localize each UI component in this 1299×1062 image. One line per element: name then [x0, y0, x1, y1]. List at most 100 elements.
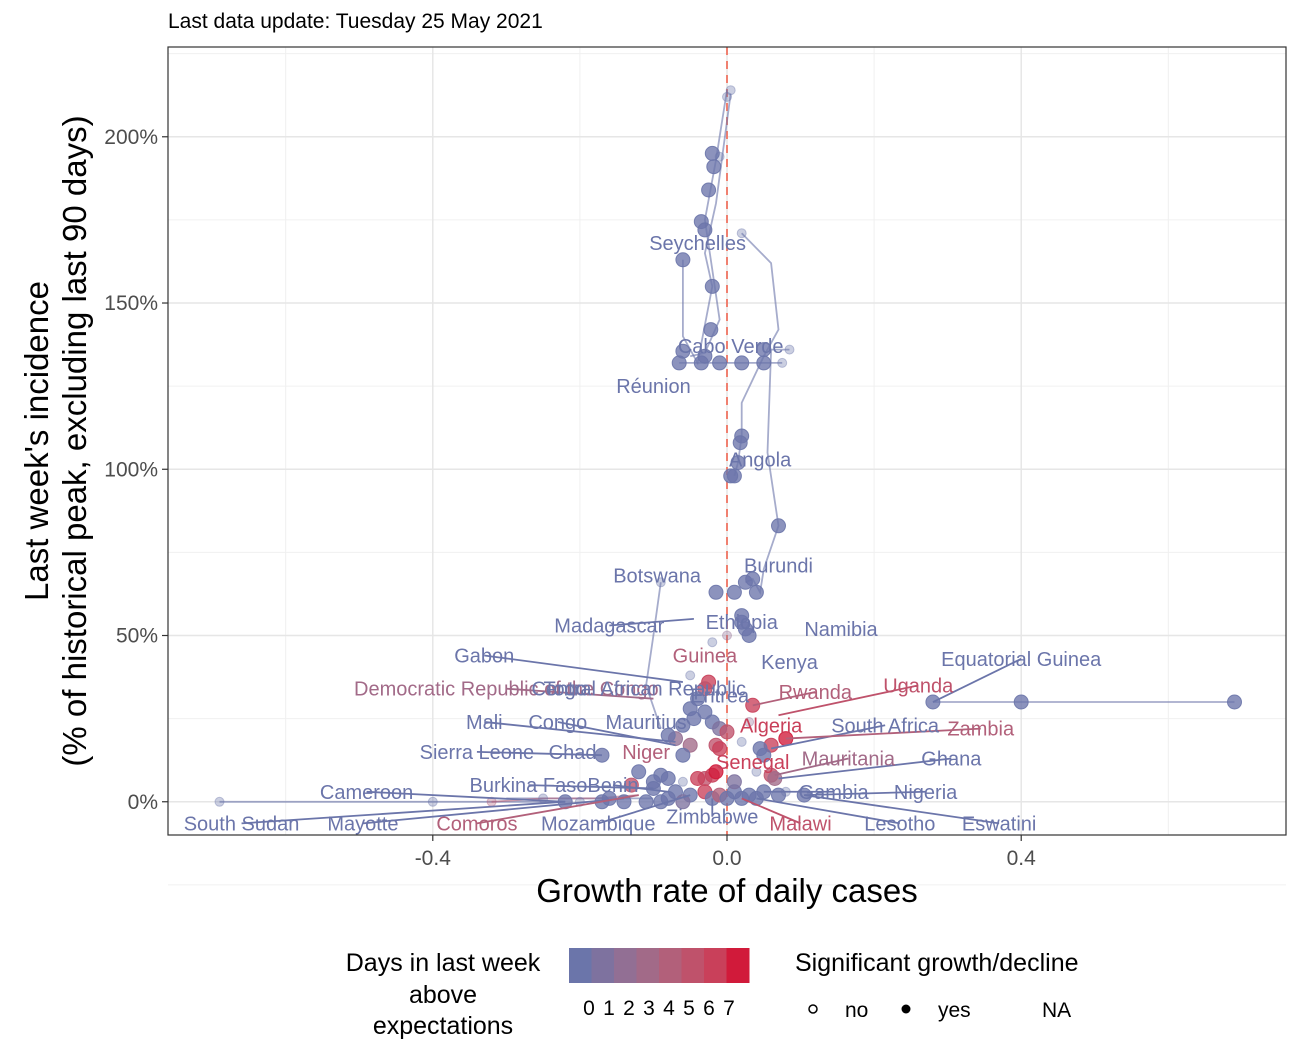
country-label: Mali [466, 712, 503, 734]
color-legend-title-line1: Days in last week [346, 949, 541, 977]
color-legend-swatch [569, 948, 592, 983]
leader-line [785, 727, 981, 740]
y-tick-label: 50% [116, 625, 158, 648]
data-point [703, 322, 719, 338]
color-legend-value: 4 [663, 997, 675, 1020]
leader-line [804, 794, 1000, 825]
data-point [690, 771, 706, 786]
leader-line [612, 784, 669, 793]
color-legend-swatch [726, 948, 750, 983]
data-point [707, 637, 718, 648]
leader-line [778, 684, 919, 717]
trail-cabo-verde [690, 90, 728, 358]
color-legend-swatch [681, 948, 705, 983]
country-label: Equatorial Guinea [941, 649, 1102, 671]
data-point [712, 741, 728, 757]
x-tick-label: 0.4 [1007, 847, 1037, 870]
data-point [697, 222, 713, 238]
country-labels: Seychelles Cabo Verde Réunion Angola Burundi… [184, 233, 1102, 835]
leader-line [241, 800, 566, 825]
leader-line [476, 794, 639, 825]
data-point [725, 85, 736, 96]
country-label: Cameroon [320, 782, 413, 804]
country-label: Madagascar [554, 616, 664, 638]
country-label: Benin [587, 775, 638, 797]
x-axis-ticks: -0.4 0.0 0.4 [415, 835, 1036, 870]
y-tick-label: 0% [128, 791, 158, 814]
data-point [690, 691, 706, 707]
color-legend-value: 1 [603, 997, 615, 1020]
shape-legend: Significant growth/decline no yes NA [795, 949, 1079, 1022]
data-point [708, 764, 724, 780]
x-tick-label: -0.4 [415, 847, 452, 870]
data-point [712, 355, 728, 371]
shape-legend-na-label: NA [1042, 999, 1071, 1022]
country-label: Seychelles [649, 233, 746, 255]
color-legend-value: 0 [583, 997, 595, 1020]
data-point [1013, 694, 1029, 710]
data-point [756, 747, 772, 763]
data-point [745, 697, 761, 713]
country-label: Mozambique [541, 813, 656, 835]
data-point [726, 584, 742, 600]
data-point [697, 348, 713, 364]
color-legend-title-line2: above [409, 981, 477, 1009]
leader-line [609, 617, 694, 627]
color-legend-value: 3 [643, 997, 655, 1020]
data-point [737, 574, 753, 590]
data-point [719, 724, 735, 740]
data-point [682, 737, 698, 753]
country-label: Eritrea [690, 685, 750, 707]
color-legend-value: 7 [723, 997, 735, 1020]
country-label: Angola [729, 449, 792, 471]
leader-line [598, 794, 691, 825]
data-point [631, 764, 647, 780]
country-label: Algeria [740, 715, 803, 737]
country-label: Ghana [921, 749, 982, 771]
country-label: South Sudan [184, 813, 300, 835]
country-label: Gabon [454, 645, 514, 667]
country-label: Senegal [716, 752, 789, 774]
filled-circle-icon [901, 1004, 911, 1014]
data-point [734, 790, 750, 806]
data-point [427, 796, 438, 807]
y-axis-ticks: 0% 50% 100% 150% 200% [104, 126, 168, 814]
y-axis-title-line2: (% of historical peak, excluding last 90… [56, 115, 93, 766]
country-label: Mauritius [606, 712, 687, 734]
y-tick-label: 150% [104, 292, 158, 315]
country-label: Lesotho [864, 813, 935, 835]
open-circle-icon [808, 1004, 818, 1014]
data-point [675, 717, 691, 733]
data-point [732, 435, 748, 451]
leader-line [756, 797, 901, 825]
data-point [777, 357, 788, 368]
country-label: Cabo Verde [678, 336, 784, 358]
data-point [751, 766, 762, 777]
x-tick-label: 0.0 [712, 847, 741, 870]
country-label: Central African Republic [531, 679, 746, 701]
data-point [734, 614, 750, 630]
leader-line [506, 687, 654, 700]
country-label: Niger [622, 742, 670, 764]
leader-line [484, 654, 683, 683]
country-label: Nigeria [894, 782, 958, 804]
data-point [697, 681, 713, 697]
color-legend-value: 2 [623, 997, 635, 1020]
country-label: Uganda [883, 675, 954, 697]
y-axis-title-line1: Last week's incidence [18, 281, 55, 601]
data-point [675, 252, 691, 268]
country-label: Ethiopia [706, 612, 779, 634]
country-label: Botswana [613, 566, 702, 588]
trail-botswana [645, 582, 662, 729]
data-point [714, 151, 725, 162]
data-point [736, 228, 747, 239]
country-label: Eswatini [962, 813, 1036, 835]
country-label: Mayotte [327, 813, 398, 835]
country-label: Rwanda [779, 682, 853, 704]
data-point [722, 91, 732, 102]
leader-line [557, 721, 676, 747]
data-point [726, 774, 742, 790]
